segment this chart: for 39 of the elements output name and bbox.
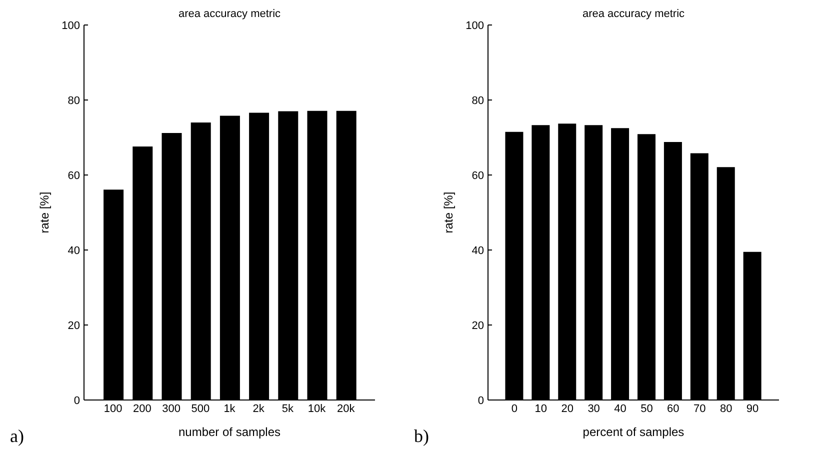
chart-title: area accuracy metric bbox=[581, 8, 686, 20]
y-tick-label: 60 bbox=[472, 170, 484, 182]
y-tick-label: 20 bbox=[472, 320, 484, 332]
y-tick-label: 80 bbox=[472, 94, 484, 107]
y-tick-label: 0 bbox=[478, 394, 484, 407]
y-axis-title: rate [%] bbox=[441, 192, 456, 234]
x-tick-label: 30 bbox=[588, 402, 600, 415]
x-tick-label: 50 bbox=[640, 402, 653, 415]
x-tick-label: 20 bbox=[561, 402, 574, 415]
x-tick-label: 100 bbox=[104, 402, 122, 415]
x-tick-label: 200 bbox=[133, 402, 152, 415]
x-tick-label: 20k bbox=[337, 402, 356, 415]
y-tick-label: 100 bbox=[62, 20, 80, 32]
x-tick-label: 0 bbox=[511, 402, 518, 415]
y-tick-label: 60 bbox=[68, 170, 80, 182]
x-tick-label: 10k bbox=[308, 402, 326, 415]
y-tick-label: 20 bbox=[68, 320, 80, 332]
y-tick-label: 40 bbox=[68, 244, 80, 257]
y-tick-label: 40 bbox=[472, 244, 484, 257]
x-tick-label: 80 bbox=[720, 402, 732, 415]
chart-title: area accuracy metric bbox=[177, 8, 282, 20]
text: b) bbox=[414, 426, 429, 447]
x-axis-title: number of samples bbox=[178, 425, 281, 439]
y-tick-label: 0 bbox=[74, 394, 80, 407]
x-tick-label: 70 bbox=[694, 402, 706, 415]
x-tick-label: 5k bbox=[282, 402, 294, 415]
text: a) bbox=[10, 426, 24, 447]
y-tick-label: 100 bbox=[466, 20, 484, 32]
x-tick-label: 60 bbox=[667, 402, 680, 415]
x-tick-label: 2k bbox=[252, 402, 265, 415]
x-tick-label: 40 bbox=[614, 402, 626, 415]
x-tick-label: 300 bbox=[162, 402, 180, 415]
y-tick-label: 80 bbox=[68, 94, 80, 107]
y-axis-title: rate [%] bbox=[37, 192, 52, 234]
x-tick-label: 90 bbox=[746, 402, 759, 415]
x-tick-label: 10 bbox=[534, 402, 548, 415]
x-tick-label: 500 bbox=[191, 402, 210, 415]
x-axis-title: percent of samples bbox=[582, 425, 684, 439]
x-tick-label: 1k bbox=[224, 402, 236, 415]
